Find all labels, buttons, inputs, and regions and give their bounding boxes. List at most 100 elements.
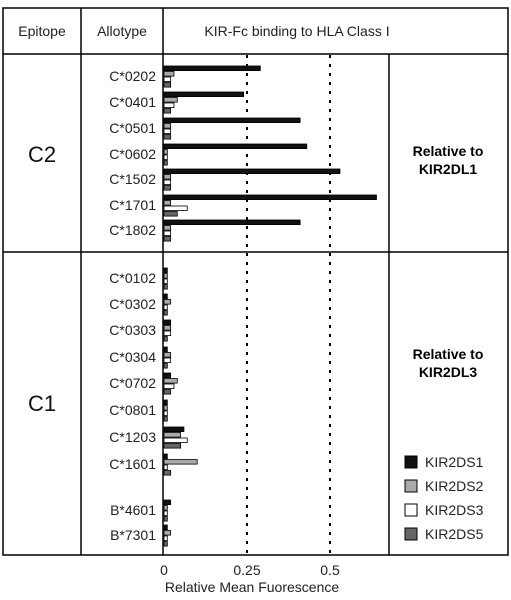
bar-kir2ds1-C0304 [163,346,168,352]
relative-c1-line2: KIR2DL3 [419,364,478,380]
bar-kir2ds1-C0102 [163,267,168,273]
bar-kir2ds1-C0602 [163,143,308,149]
legend-label-kir2ds3: KIR2DS3 [425,502,484,518]
bar-kir2ds5-C0102 [163,284,168,290]
bar-kir2ds1-C0801 [163,399,168,405]
legend: KIR2DS1 KIR2DS2 KIR2DS3 KIR2DS5 [404,454,484,542]
bar-kir2ds2-C0302 [163,299,172,305]
legend-label-kir2ds5: KIR2DS5 [425,526,484,542]
bar-kir2ds5-C0302 [163,310,168,316]
bar-kir2ds1-C1802 [163,219,301,225]
allotype-label: C*1601 [109,456,156,472]
bar-kir2ds1-C1203 [163,426,185,432]
legend-label-kir2ds2: KIR2DS2 [425,478,484,494]
legend-swatch-kir2ds3 [404,503,418,517]
bar-kir2ds3-C0302 [163,304,168,310]
bar-kir2ds5-C0602 [163,160,168,166]
x-tick-label: 0.5 [320,562,340,578]
bar-kir2ds3-C0102 [163,278,168,284]
bar-kir2ds2-C0304 [163,352,172,358]
allotype-label: C*0501 [109,120,156,136]
bar-kir2ds3-C1502 [163,179,172,185]
allotype-label: C*0602 [109,146,156,162]
header-binding: KIR-Fc binding to HLA Class I [204,23,389,39]
bar-kir2ds3-C1203 [163,437,188,443]
bar-kir2ds5-C1203 [163,443,182,449]
legend-swatch-kir2ds2 [404,479,418,493]
allotype-label: C*1802 [109,222,156,238]
bar-kir2ds2-C1802 [163,225,172,231]
bar-kir2ds3-C0801 [163,410,168,416]
relative-c1-line1: Relative to [413,346,484,362]
allotype-labels: C*0202 C*0401 C*0501 C*0602 C*1502 C*1701 C*18… [109,68,156,543]
bar-kir2ds1-B4601 [163,499,172,505]
allotype-label: B*4601 [110,502,156,518]
bar-kir2ds2-C0202 [163,71,175,77]
bar-kir2ds2-B7301 [163,530,172,536]
bar-kir2ds2-C0801 [163,405,168,411]
bar-kir2ds5-C1502 [163,185,172,191]
bar-kir2ds1-C0202 [163,65,261,71]
x-tick-label: 0 [160,562,168,578]
legend-swatch-kir2ds5 [404,527,418,541]
allotype-label: C*1502 [109,171,156,187]
allotype-label: C*0102 [109,270,156,286]
bar-kir2ds3-B7301 [163,535,168,541]
bar-kir2ds1-C1601 [163,453,168,459]
bar-kir2ds5-C0401 [163,108,172,114]
allotype-label: C*0202 [109,68,156,84]
relative-c2-line1: Relative to [413,143,484,159]
bar-kir2ds5-C1701 [163,211,178,217]
bar-kir2ds5-C1802 [163,236,172,242]
bar-kir2ds1-C0702 [163,372,172,378]
table-frame [2,7,509,556]
bar-kir2ds3-C1802 [163,230,172,236]
epitope-c1: C1 [28,391,56,416]
x-axis-ticks: 0 0.25 0.5 [160,562,340,578]
x-tick-label: 0.25 [233,562,260,578]
bar-kir2ds5-C0801 [163,416,168,422]
x-axis-label: Relative Mean Fuorescence [165,579,340,595]
bar-kir2ds3-B4601 [163,510,168,516]
epitope-c2: C2 [28,142,56,167]
bar-kir2ds1-C0401 [163,91,245,97]
bar-kir2ds5-B7301 [163,541,168,547]
outer-border [2,7,509,556]
bar-kir2ds2-C1701 [163,200,172,206]
relative-c2-line2: KIR2DL1 [419,161,478,177]
bar-kir2ds5-C0702 [163,389,172,395]
bar-kir2ds1-C0501 [163,117,301,123]
bar-kir2ds1-C0303 [163,319,172,325]
bar-kir2ds3-C0602 [163,154,168,160]
bar-kir2ds3-C0202 [163,76,172,82]
legend-label-kir2ds1: KIR2DS1 [425,454,484,470]
bar-kir2ds3-C1701 [163,205,188,211]
bar-kir2ds1-C1701 [163,194,377,200]
bar-kir2ds2-C0303 [163,325,172,331]
bar-kir2ds3-C0702 [163,383,175,389]
allotype-label: C*1203 [109,429,156,445]
bar-kir2ds1-B7301 [163,524,168,530]
bar-kir2ds2-B4601 [163,505,168,511]
allotype-label: C*0302 [109,296,156,312]
bar-kir2ds3-C0401 [163,102,175,108]
bar-kir2ds2-C1601 [163,459,198,465]
header-epitope: Epitope [18,23,66,39]
bar-kir2ds1-C0302 [163,293,168,299]
bar-kir2ds2-C0602 [163,149,168,155]
bar-kir2ds3-C1601 [163,464,168,470]
bar-kir2ds2-C1203 [163,432,182,438]
bar-kir2ds3-C0304 [163,357,172,363]
bar-kir2ds5-B4601 [163,516,168,522]
bar-kir2ds2-C1502 [163,174,172,180]
bar-kir2ds2-C0702 [163,378,178,384]
legend-swatch-kir2ds1 [404,455,418,469]
bar-kir2ds2-C0501 [163,123,172,129]
bar-kir2ds5-C0202 [163,82,172,88]
bars [163,65,377,547]
bar-kir2ds3-C0303 [163,330,172,336]
bar-kir2ds1-C1502 [163,168,341,174]
header-allotype: Allotype [97,23,147,39]
allotype-label: C*0401 [109,94,156,110]
